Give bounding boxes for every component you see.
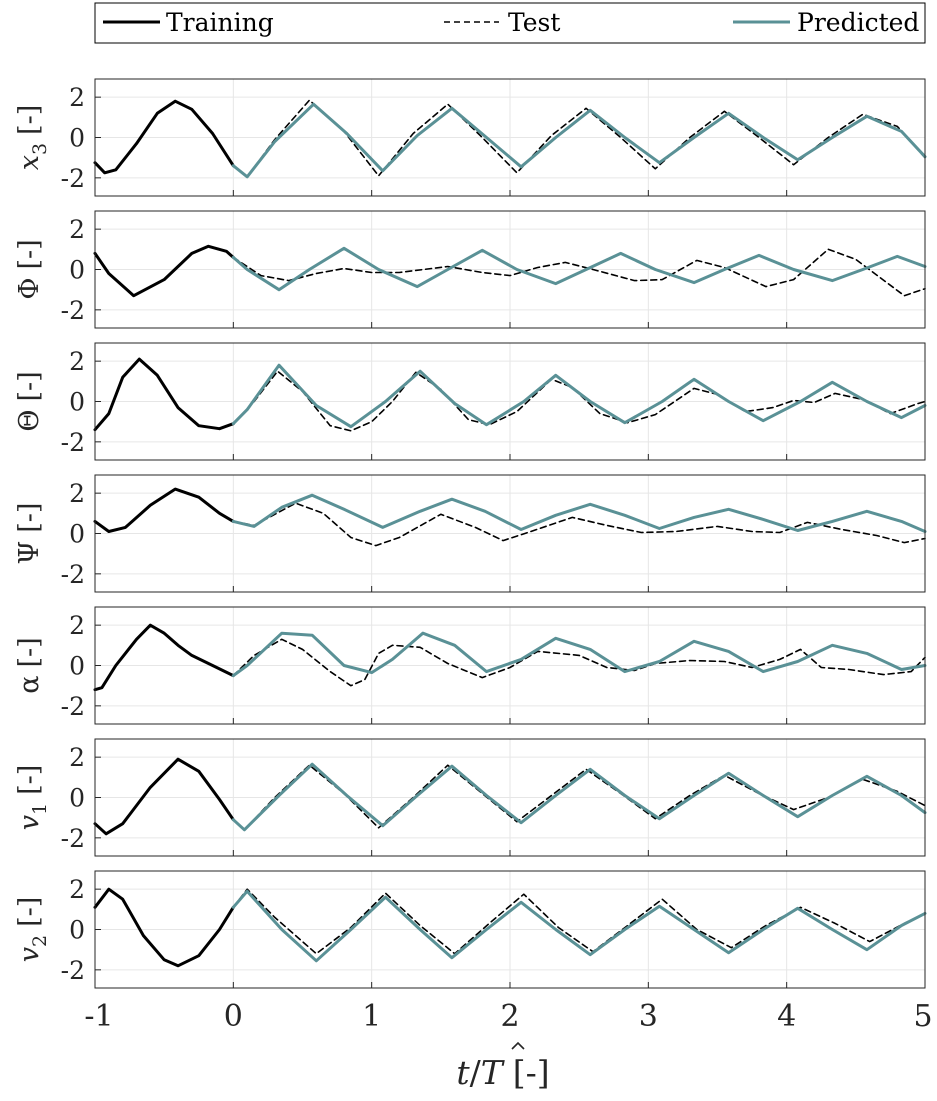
x-tick-label: 2 bbox=[500, 999, 519, 1034]
x-axis-label-hat-accent bbox=[511, 1041, 525, 1050]
series-line-predicted bbox=[231, 363, 927, 429]
series-line-training bbox=[93, 487, 235, 533]
y-tick-label: 2 bbox=[69, 611, 85, 640]
series-line-training bbox=[93, 244, 235, 298]
series-line-test bbox=[232, 370, 926, 432]
x-axis-label-main: t bbox=[456, 1053, 470, 1092]
y-tick-label: 0 bbox=[69, 652, 85, 681]
y-tick-label: -2 bbox=[61, 956, 85, 985]
series-line-predicted bbox=[231, 889, 927, 963]
x-axis-label-sep: / bbox=[470, 1053, 482, 1092]
y-tick-label: -2 bbox=[61, 296, 85, 325]
series-line-test bbox=[232, 764, 926, 831]
y-axis-symbol: v bbox=[14, 815, 45, 830]
y-tick-label: 0 bbox=[69, 916, 85, 945]
x-tick-label: -1 bbox=[84, 999, 113, 1034]
y-axis-label: Φ [-] bbox=[14, 239, 45, 299]
y-axis-unit: [-] bbox=[14, 765, 45, 795]
y-tick-label: 2 bbox=[69, 875, 85, 904]
panel-alpha: -2 0 2 α [-] bbox=[14, 606, 927, 725]
y-axis-subscript: 3 bbox=[29, 143, 51, 155]
x-tick-label: 1 bbox=[362, 999, 381, 1034]
series-line-training bbox=[93, 357, 235, 432]
y-tick-label: -2 bbox=[61, 560, 85, 589]
y-axis-label: Θ [-] bbox=[14, 371, 45, 431]
x-axis-label-hat: T bbox=[481, 1053, 506, 1092]
y-tick-label: 0 bbox=[69, 124, 85, 153]
y-axis-label: v1 [-] bbox=[14, 765, 51, 831]
y-axis-unit: [-] bbox=[14, 637, 45, 667]
series-line-predicted bbox=[231, 493, 927, 533]
panel-v1: -2 0 2 v1 [-] bbox=[14, 738, 927, 857]
y-axis-symbol: x bbox=[14, 155, 45, 170]
x-axis-label-text: t/T [-] bbox=[456, 1053, 549, 1092]
x-axis-label: t/T [-] bbox=[456, 1041, 550, 1092]
y-axis-subscript: 2 bbox=[29, 935, 51, 947]
y-axis-label: x3 [-] bbox=[14, 105, 51, 171]
y-tick-label: 2 bbox=[69, 347, 85, 376]
y-axis-symbol: Θ bbox=[14, 410, 45, 432]
series-line-test bbox=[232, 99, 926, 178]
y-axis-label: α [-] bbox=[14, 637, 45, 693]
y-axis-unit: [-] bbox=[14, 371, 45, 401]
legend-label-test: Test bbox=[508, 8, 560, 37]
y-tick-label: 2 bbox=[69, 743, 85, 772]
series-line-predicted bbox=[231, 631, 927, 678]
y-axis-label: v2 [-] bbox=[14, 897, 51, 963]
chart-panels: -202x3[-]-202Φ[-]-202Θ[-]-202Ψ[-]-202α[-… bbox=[14, 78, 933, 1034]
series-line-test bbox=[232, 888, 926, 955]
series-line-test bbox=[232, 248, 926, 297]
x-axis-label-unit: [-] bbox=[513, 1053, 550, 1092]
legend: Training Test Predicted bbox=[94, 2, 926, 44]
y-tick-label: 2 bbox=[69, 215, 85, 244]
series-line-predicted bbox=[231, 762, 927, 832]
y-axis-label: Ψ [-] bbox=[14, 503, 45, 565]
legend-label-predicted: Predicted bbox=[797, 8, 919, 37]
y-tick-label: -2 bbox=[61, 692, 85, 721]
series-line-test bbox=[232, 638, 926, 687]
y-axis-symbol: Φ bbox=[14, 278, 45, 300]
x-tick-label: 4 bbox=[777, 999, 796, 1034]
y-tick-label: -2 bbox=[61, 164, 85, 193]
series-line-training bbox=[93, 757, 235, 836]
series-line-training bbox=[93, 99, 235, 175]
y-tick-label: 0 bbox=[69, 520, 85, 549]
legend-label-training: Training bbox=[166, 8, 274, 37]
y-axis-unit: [-] bbox=[14, 239, 45, 269]
y-tick-label: -2 bbox=[61, 824, 85, 853]
y-axis-subscript: 1 bbox=[29, 803, 51, 815]
y-tick-label: 2 bbox=[69, 83, 85, 112]
y-tick-label: 2 bbox=[69, 479, 85, 508]
panel-x3: -2 0 2 x3 [-] bbox=[14, 78, 927, 197]
x-tick-label: 0 bbox=[224, 999, 243, 1034]
y-axis-symbol: Ψ bbox=[14, 541, 45, 565]
y-tick-label: 0 bbox=[69, 784, 85, 813]
series-line-predicted bbox=[231, 246, 927, 292]
y-tick-label: -2 bbox=[61, 428, 85, 457]
panel-theta: -2 0 2 Θ [-] bbox=[14, 342, 927, 461]
panel-psi: -2 0 2 Ψ [-] bbox=[14, 474, 927, 593]
series-line-training bbox=[93, 887, 235, 968]
x-tick-label: 5 bbox=[913, 999, 932, 1034]
y-axis-unit: [-] bbox=[14, 105, 45, 135]
y-axis-unit: [-] bbox=[14, 503, 45, 533]
y-axis-symbol: v bbox=[14, 947, 45, 962]
series-line-training bbox=[93, 623, 235, 692]
y-axis-symbol: α bbox=[14, 675, 45, 693]
panel-phi: -2 0 2 Φ [-] bbox=[14, 210, 927, 329]
series-line-predicted bbox=[231, 102, 927, 179]
x-tick-label: 3 bbox=[639, 999, 658, 1034]
y-tick-label: 0 bbox=[69, 256, 85, 285]
y-tick-label: 0 bbox=[69, 388, 85, 417]
y-axis-unit: [-] bbox=[14, 897, 45, 927]
